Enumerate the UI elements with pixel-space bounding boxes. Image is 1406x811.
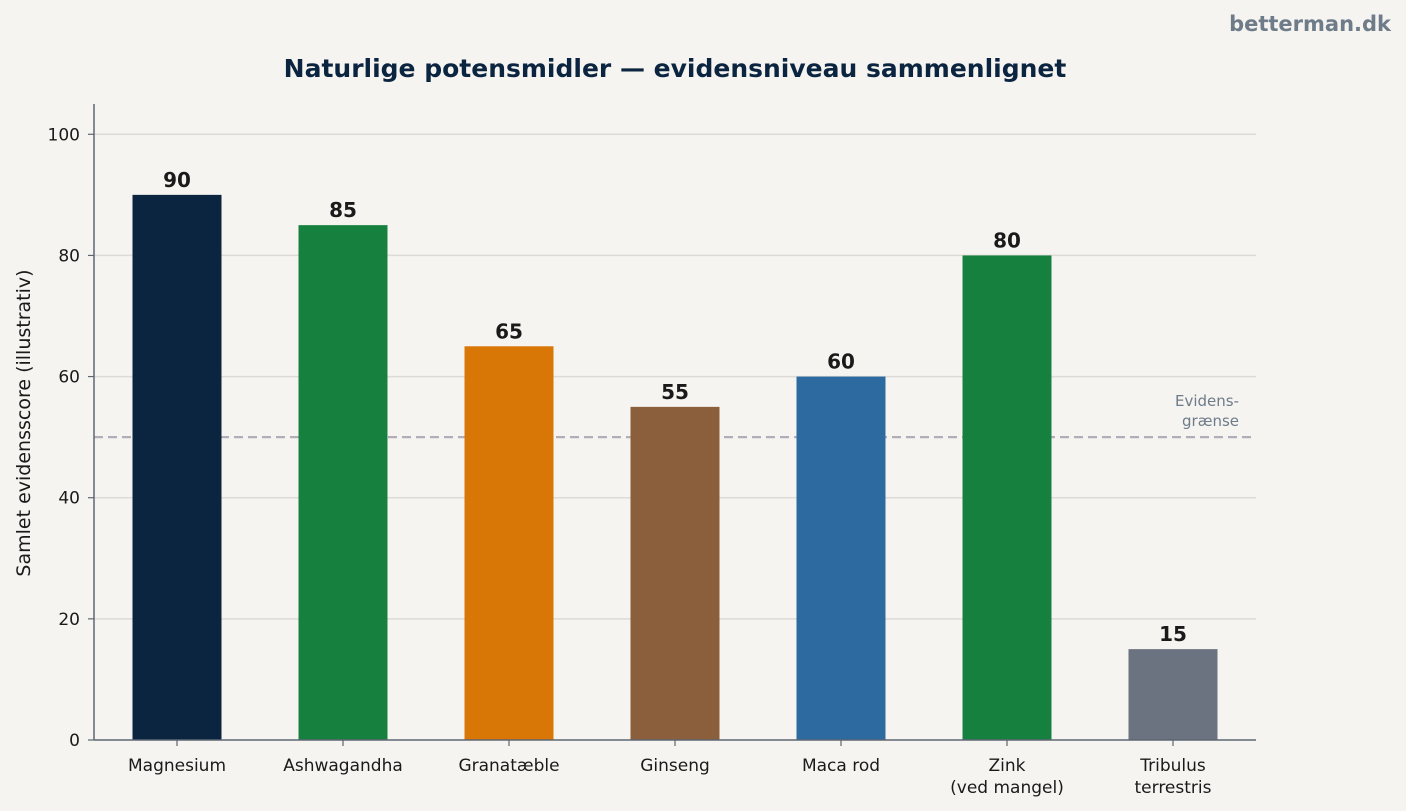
x-tick-label: Tribulus terrestris xyxy=(1135,756,1212,798)
y-tick-label: 100 xyxy=(48,125,80,145)
threshold-label: Evidens-grænse xyxy=(1175,392,1239,430)
value-label: 65 xyxy=(495,319,523,343)
y-tick-label: 80 xyxy=(58,246,80,266)
x-tick-label: Maca rod xyxy=(802,756,880,776)
x-tick-label: Ashwagandha xyxy=(283,756,403,776)
brand-watermark: betterman.dk xyxy=(1229,12,1391,36)
y-axis-label: Samlet evidensscore (illustrativ) xyxy=(13,269,35,576)
bar xyxy=(298,225,388,741)
x-tick-label: Magnesium xyxy=(128,756,226,776)
x-tick-label: Zink (ved mangel) xyxy=(950,756,1064,798)
value-label: 85 xyxy=(329,198,357,222)
value-label: 80 xyxy=(993,228,1021,252)
value-label: 55 xyxy=(661,380,689,404)
bar xyxy=(630,406,720,740)
x-tick-label: Granatæble xyxy=(458,756,559,776)
bar xyxy=(796,376,886,740)
bar xyxy=(132,194,222,740)
bar xyxy=(464,346,554,740)
chart-title: Naturlige potensmidler — evidensniveau s… xyxy=(284,54,1067,83)
value-label: 15 xyxy=(1159,622,1187,646)
y-tick-label: 60 xyxy=(58,368,80,388)
x-tick-label: Ginseng xyxy=(640,756,710,776)
bar xyxy=(1128,649,1218,740)
y-tick-label: 0 xyxy=(69,731,80,751)
y-tick-label: 20 xyxy=(58,610,80,630)
value-label: 60 xyxy=(827,350,855,374)
y-tick-label: 40 xyxy=(58,489,80,509)
value-label: 90 xyxy=(163,168,191,192)
bar xyxy=(962,255,1052,740)
